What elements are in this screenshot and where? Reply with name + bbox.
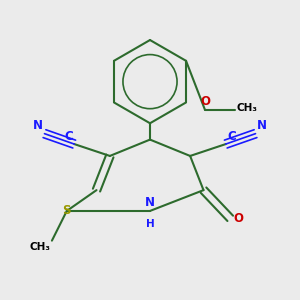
Text: O: O	[200, 95, 210, 108]
Text: N: N	[33, 119, 43, 132]
Text: O: O	[233, 212, 243, 225]
Text: C: C	[227, 130, 236, 142]
Text: H: H	[146, 219, 154, 229]
Text: N: N	[257, 119, 267, 132]
Text: CH₃: CH₃	[236, 103, 257, 113]
Text: C: C	[64, 130, 73, 142]
Text: N: N	[145, 196, 155, 209]
Text: CH₃: CH₃	[29, 242, 50, 252]
Text: S: S	[62, 204, 71, 218]
